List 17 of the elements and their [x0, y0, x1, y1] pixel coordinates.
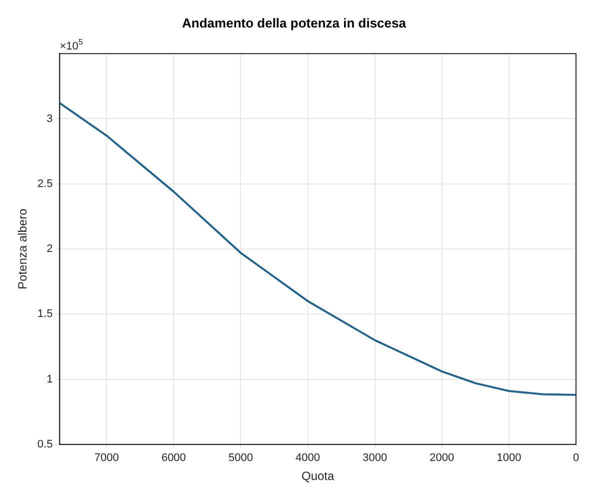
y-tick-label: 1 [46, 373, 53, 386]
x-tick-label: 4000 [296, 452, 320, 464]
y-tick-label: 0.5 [37, 438, 53, 450]
y-axis-title: Potenza albero [16, 208, 30, 290]
y-tick-label: 1.5 [37, 308, 53, 320]
x-tick-label: 5000 [228, 452, 253, 464]
x-tick-label: 0 [572, 452, 580, 464]
y-tick-label: 3 [46, 112, 53, 125]
y-tick-label: 2 [46, 243, 53, 256]
x-tick-label: 6000 [161, 452, 186, 464]
x-tick-label: 2000 [430, 452, 454, 464]
x-tick-label: 3000 [362, 452, 388, 464]
y-tick-label: 2.5 [37, 178, 53, 190]
x-tick-label: 1000 [496, 452, 522, 464]
x-axis-title: Quota [301, 469, 335, 484]
x-tick-label: 7000 [94, 452, 119, 464]
chart-title: Andamento della potenza in discesa [182, 15, 407, 30]
